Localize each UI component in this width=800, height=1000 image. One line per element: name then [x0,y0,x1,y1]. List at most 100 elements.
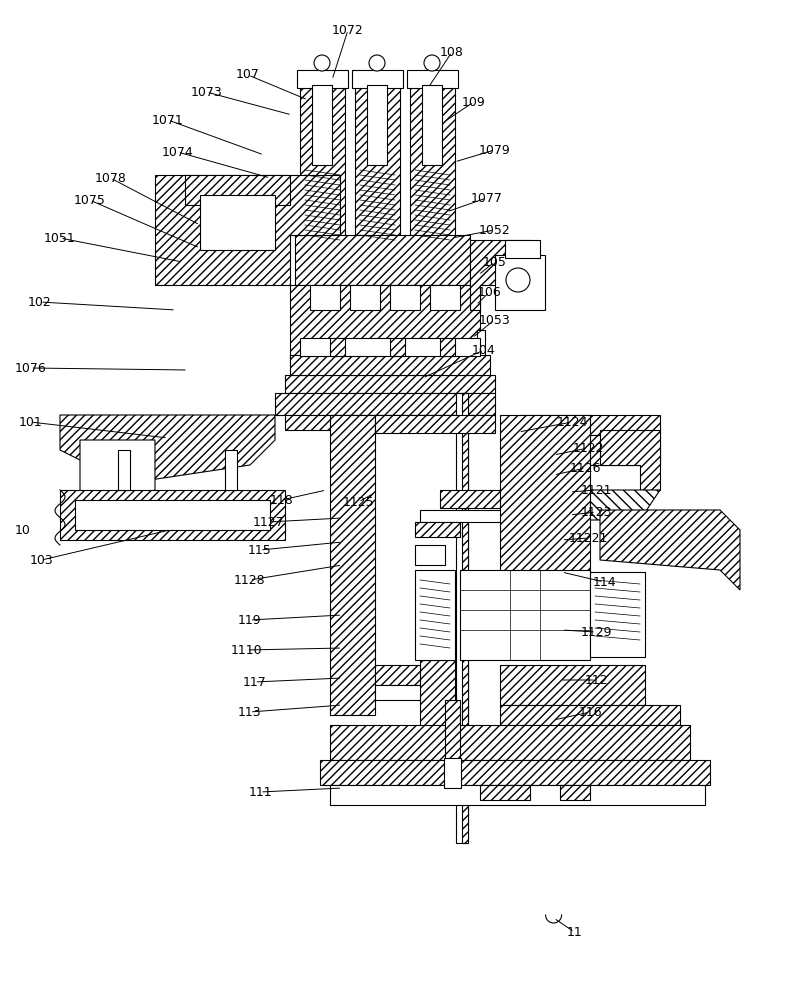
Text: 119: 119 [238,613,262,626]
Polygon shape [470,240,530,310]
Circle shape [506,268,530,292]
Text: 1110: 1110 [230,644,262,656]
Bar [477,330,485,420]
Bar [390,338,405,356]
Bar [410,85,455,285]
Bar [500,705,680,725]
Text: 1053: 1053 [478,314,510,326]
Bar [375,665,420,685]
Text: 118: 118 [270,493,294,506]
Text: 107: 107 [236,68,260,82]
Text: 1051: 1051 [44,232,76,244]
Text: 1123: 1123 [580,506,612,518]
Bar [330,785,705,805]
Text: 1071: 1071 [152,113,184,126]
Text: 11221: 11221 [568,532,608,544]
Text: 113: 113 [238,706,262,718]
Bar [520,415,660,435]
Bar [330,338,345,356]
Text: 105: 105 [482,255,506,268]
Bar [415,243,450,278]
Bar [295,235,470,285]
Bar [440,490,530,508]
Bar [415,522,460,537]
Circle shape [314,55,330,71]
Bar [420,660,455,740]
Bar [285,415,485,430]
Polygon shape [600,510,740,590]
Text: 116: 116 [578,706,602,718]
Bar [535,460,555,475]
Text: 11: 11 [566,926,582,938]
Bar [352,70,403,88]
Text: 1079: 1079 [478,143,510,156]
Bar [200,195,275,250]
Bar [415,545,445,565]
Bar [297,70,348,88]
Bar [440,338,455,356]
Bar [375,415,495,433]
Bar [75,500,270,530]
Bar [390,285,420,310]
Text: 112: 112 [584,674,608,686]
Circle shape [424,55,440,71]
Text: 106: 106 [478,286,502,298]
Bar [420,510,530,522]
Bar [422,85,442,165]
Text: 1122: 1122 [572,442,604,454]
Text: 102: 102 [28,296,52,308]
Text: 115: 115 [248,544,272,556]
Text: 1128: 1128 [234,574,266,586]
Bar [330,725,690,760]
Bar [185,175,290,205]
Bar [290,355,490,375]
Text: 1076: 1076 [14,361,46,374]
Bar [505,240,540,258]
Bar [500,415,590,625]
Text: 1075: 1075 [74,194,106,207]
Text: 1074: 1074 [162,145,194,158]
Bar [407,70,458,88]
Polygon shape [80,440,155,510]
Text: 104: 104 [472,344,496,357]
Bar [310,285,340,310]
Text: 111: 111 [248,786,272,798]
Bar [445,700,460,760]
Bar [290,285,480,380]
Polygon shape [60,415,275,480]
Bar [330,415,375,715]
Bar [300,85,345,285]
Text: 114: 114 [592,576,616,588]
Polygon shape [600,430,660,490]
Text: 1129: 1129 [580,626,612,639]
Bar [355,85,400,285]
Bar [500,665,645,705]
Text: 1127: 1127 [252,516,284,528]
Bar [444,758,461,788]
Text: 108: 108 [440,45,464,58]
Bar [60,490,285,540]
Text: 109: 109 [462,96,486,108]
Circle shape [369,55,385,71]
Bar [305,243,340,278]
Text: 1078: 1078 [94,172,126,184]
Bar [300,338,480,356]
Bar [590,572,645,657]
Polygon shape [520,490,660,520]
Text: 1125: 1125 [342,495,374,508]
Bar [225,450,237,490]
Bar [285,375,495,393]
Text: 117: 117 [242,676,266,688]
Bar [375,685,420,700]
Bar [495,255,545,310]
Text: 101: 101 [18,416,42,428]
Text: 1072: 1072 [332,23,364,36]
Bar [415,570,455,660]
Text: 1121: 1121 [580,484,612,496]
Text: 1077: 1077 [470,192,502,205]
Bar [367,85,387,165]
Bar [312,85,332,165]
Text: 1073: 1073 [190,86,222,99]
Bar [360,243,395,278]
Text: 10: 10 [14,524,30,536]
